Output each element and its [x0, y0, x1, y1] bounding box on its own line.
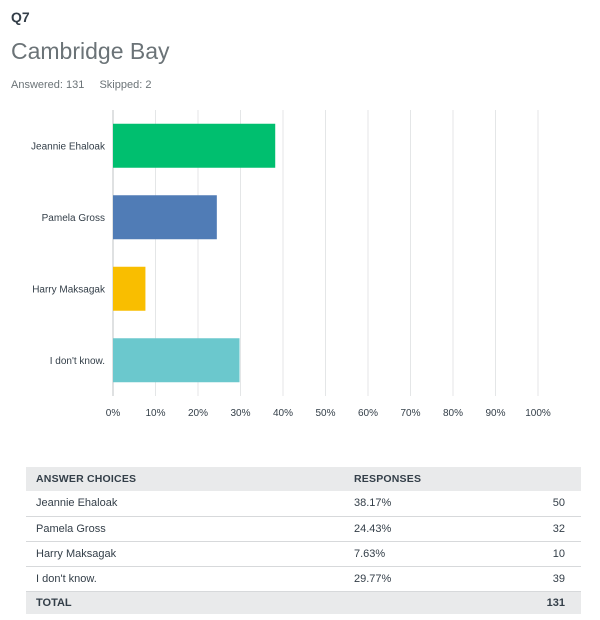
x-tick-label: 20% [188, 408, 208, 419]
bar [113, 123, 276, 168]
x-tick-label: 60% [358, 408, 378, 419]
table-row: Jeannie Ehaloak 38.17% 50 [26, 491, 581, 517]
x-tick-label: 80% [443, 408, 463, 419]
x-tick-label: 90% [485, 408, 505, 419]
skipped-count: Skipped: 2 [99, 79, 152, 91]
response-percent: 38.17% [344, 491, 524, 517]
category-label: Pamela Gross [42, 213, 105, 224]
chart-category-labels: Jeannie Ehaloak Pamela Gross Harry Maksaga… [31, 141, 106, 367]
response-count: 50 [524, 491, 581, 517]
x-tick-label: 10% [145, 408, 165, 419]
answer-choice: Pamela Gross [26, 516, 344, 542]
x-tick-label: 30% [230, 408, 250, 419]
table-header-row: ANSWER CHOICES RESPONSES [26, 467, 581, 491]
table-row: Harry Maksagak 7.63% 10 [26, 541, 581, 567]
response-percent: 29.77% [344, 566, 524, 592]
x-tick-label: 50% [315, 408, 335, 419]
response-count: 10 [524, 541, 581, 567]
chart-x-axis: 0% 10% 20% 30% 40% 50% 60% 70% 80% 90% 100% [106, 408, 551, 419]
response-percent: 7.63% [344, 541, 524, 567]
bar-chart: Jeannie Ehaloak Pamela Gross Harry Maksaga… [31, 110, 551, 419]
responses-table: ANSWER CHOICES RESPONSES Jeannie Ehaloak… [26, 467, 581, 614]
total-count: 131 [524, 591, 581, 614]
question-title: Cambridge Bay [11, 38, 170, 64]
table-total-row: TOTAL 131 [26, 591, 581, 614]
table-row: I don't know. 29.77% 39 [26, 566, 581, 592]
x-tick-label: 70% [400, 408, 420, 419]
answer-choice: I don't know. [26, 566, 344, 592]
response-percent: 24.43% [344, 516, 524, 542]
response-count: 39 [524, 566, 581, 592]
answer-choice: Harry Maksagak [26, 541, 344, 567]
header-responses: RESPONSES [344, 467, 524, 491]
category-label: I don't know. [50, 356, 105, 367]
answer-choice: Jeannie Ehaloak [26, 491, 344, 517]
category-label: Jeannie Ehaloak [31, 141, 106, 152]
bar [113, 266, 146, 311]
x-tick-label: 100% [525, 408, 551, 419]
header-answer-choices: ANSWER CHOICES [26, 467, 344, 491]
bar [113, 338, 240, 383]
answered-count: Answered: 131 [11, 79, 85, 91]
total-label: TOTAL [26, 591, 344, 614]
x-tick-label: 40% [273, 408, 293, 419]
response-stats: Answered: 131 Skipped: 2 [11, 79, 163, 91]
category-label: Harry Maksagak [32, 284, 106, 295]
response-count: 32 [524, 516, 581, 542]
header-count [524, 467, 581, 491]
chart-bars [113, 123, 276, 383]
total-spacer [344, 591, 524, 614]
x-tick-label: 0% [106, 408, 121, 419]
table-row: Pamela Gross 24.43% 32 [26, 516, 581, 542]
bar [113, 195, 217, 240]
question-number: Q7 [11, 9, 30, 25]
